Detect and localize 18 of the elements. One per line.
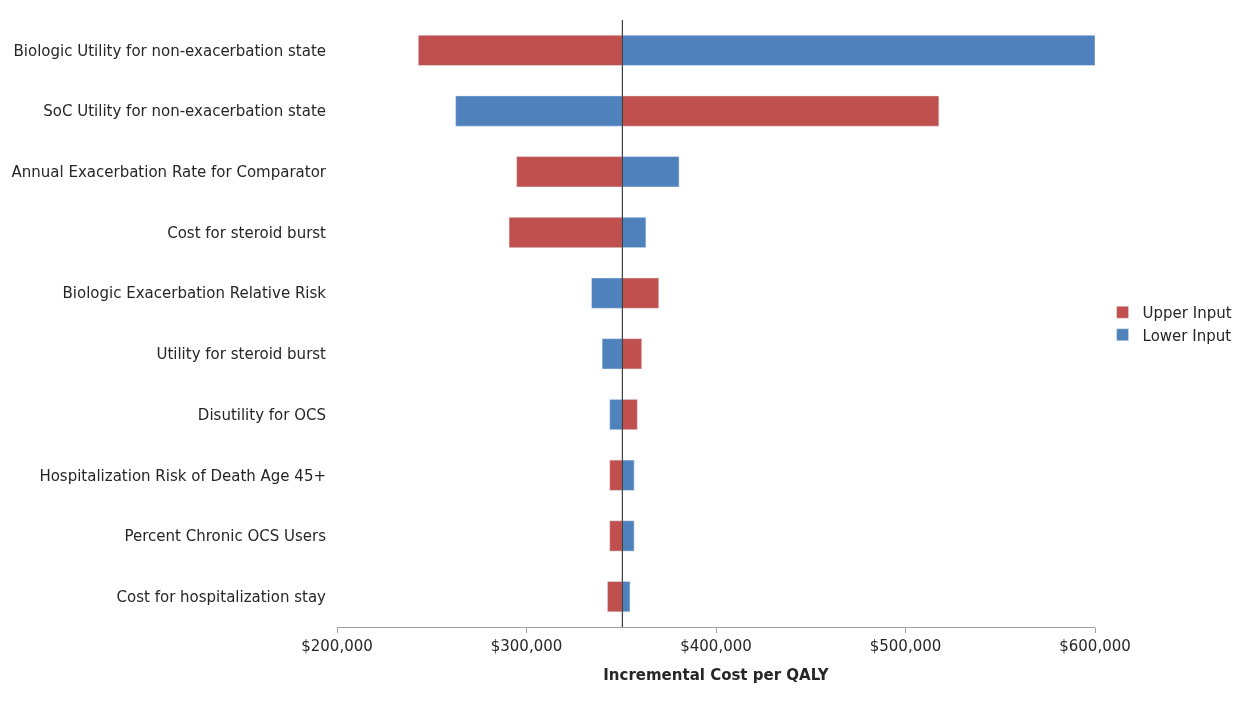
y-tick-label: Annual Exacerbation Rate for Comparator — [11, 163, 327, 181]
y-tick-label: Biologic Utility for non-exacerbation state — [13, 41, 326, 60]
y-tick-label: SoC Utility for non-exacerbation state — [43, 102, 326, 121]
legend-label: Upper Input — [1142, 304, 1232, 323]
x-tick-label: $500,000 — [869, 637, 942, 655]
x-axis-title: Incremental Cost per QALY — [603, 666, 830, 684]
y-tick-label: Hospitalization Risk of Death Age 45+ — [39, 466, 326, 485]
legend-label: Lower Input — [1142, 326, 1232, 345]
y-tick-label: Biologic Exacerbation Relative Risk — [62, 284, 327, 303]
x-tick-label: $200,000 — [301, 637, 373, 655]
y-tick-label: Percent Chronic OCS Users — [124, 527, 327, 546]
y-tick-label: Utility for steroid burst — [156, 345, 327, 364]
x-tick-label: $400,000 — [680, 637, 752, 655]
y-tick-label: Cost for hospitalization stay — [116, 587, 327, 606]
x-tick-label: $600,000 — [1059, 637, 1131, 655]
x-tick-label: $300,000 — [490, 637, 563, 655]
y-tick-label: Cost for steroid burst — [167, 223, 327, 242]
y-tick-label: Disutility for OCS — [197, 405, 326, 424]
